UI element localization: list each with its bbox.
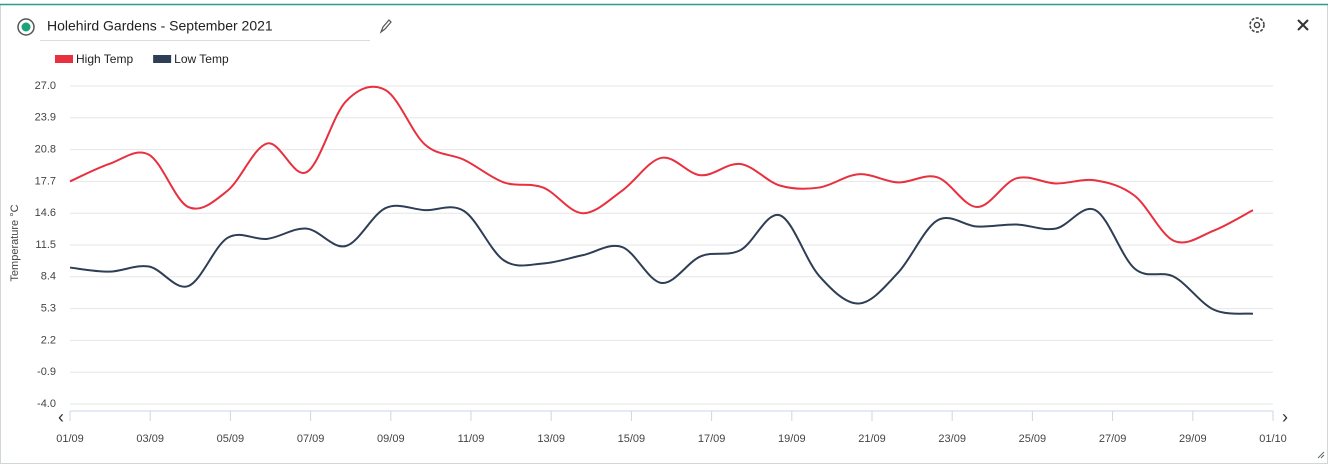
widget-title: Holehird Gardens - September 2021 bbox=[47, 18, 273, 34]
x-tick-label: 19/09 bbox=[778, 433, 806, 445]
x-tick-label: 11/09 bbox=[458, 433, 485, 445]
settings-icon[interactable] bbox=[1249, 17, 1265, 33]
close-icon[interactable] bbox=[1297, 19, 1309, 31]
x-tick-label: 25/09 bbox=[1019, 433, 1047, 445]
x-tick-label: 15/09 bbox=[618, 433, 646, 445]
y-tick-label: -4.0 bbox=[37, 398, 56, 410]
y-tick-label: 14.6 bbox=[35, 207, 56, 219]
y-tick-label: 17.7 bbox=[35, 175, 56, 187]
widget-frame bbox=[0, 4, 1328, 464]
legend-swatch bbox=[55, 55, 73, 63]
resize-grip bbox=[1317, 451, 1325, 459]
series-line bbox=[69, 85, 1254, 244]
x-tick-label: 01/09 bbox=[56, 433, 84, 445]
x-tick-label: 17/09 bbox=[698, 433, 726, 445]
y-tick-label: -0.9 bbox=[37, 366, 56, 378]
next-arrow[interactable]: › bbox=[1282, 407, 1288, 427]
edit-icon[interactable] bbox=[379, 19, 392, 34]
legend-label: High Temp bbox=[76, 52, 133, 66]
status-dot bbox=[21, 22, 31, 32]
x-tick-label: 07/09 bbox=[297, 433, 325, 445]
prev-arrow[interactable]: ‹ bbox=[58, 407, 64, 427]
x-tick-label: 23/09 bbox=[938, 433, 966, 445]
y-tick-label: 2.2 bbox=[41, 334, 56, 346]
y-tick-label: 23.9 bbox=[35, 112, 56, 124]
x-tick-label: 01/10 bbox=[1259, 433, 1287, 445]
x-tick-label: 03/09 bbox=[136, 433, 164, 445]
legend-label: Low Temp bbox=[174, 52, 229, 66]
x-tick-label: 27/09 bbox=[1099, 433, 1127, 445]
y-tick-label: 5.3 bbox=[41, 303, 56, 315]
y-axis-label: Temperature °C bbox=[9, 204, 21, 281]
x-tick-label: 29/09 bbox=[1179, 433, 1207, 445]
y-tick-label: 8.4 bbox=[41, 271, 56, 283]
y-tick-label: 27.0 bbox=[35, 80, 56, 92]
y-tick-label: 11.5 bbox=[35, 239, 56, 251]
legend-swatch bbox=[153, 55, 172, 63]
x-tick-label: 21/09 bbox=[858, 433, 886, 445]
x-tick-label: 09/09 bbox=[377, 433, 405, 445]
status-icon[interactable] bbox=[17, 18, 35, 36]
x-tick-label: 13/09 bbox=[537, 433, 565, 445]
series-line bbox=[69, 204, 1254, 315]
x-tick-label: 05/09 bbox=[217, 433, 245, 445]
y-tick-label: 20.8 bbox=[35, 144, 56, 156]
